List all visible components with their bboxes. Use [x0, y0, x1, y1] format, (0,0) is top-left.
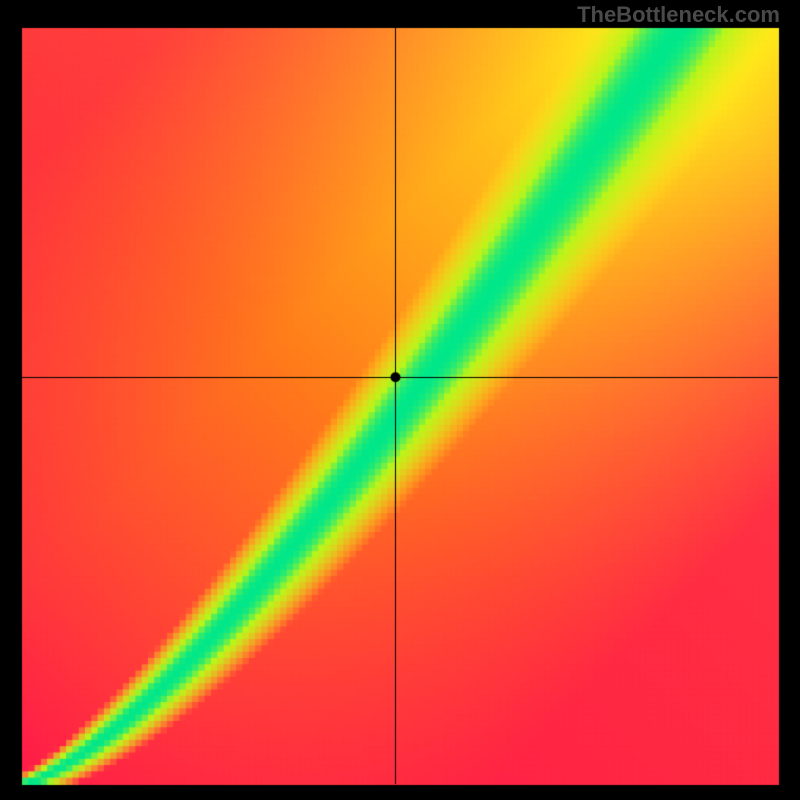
chart-container: TheBottleneck.com: [0, 0, 800, 800]
bottleneck-heatmap: [0, 0, 800, 800]
watermark-text: TheBottleneck.com: [577, 2, 780, 28]
